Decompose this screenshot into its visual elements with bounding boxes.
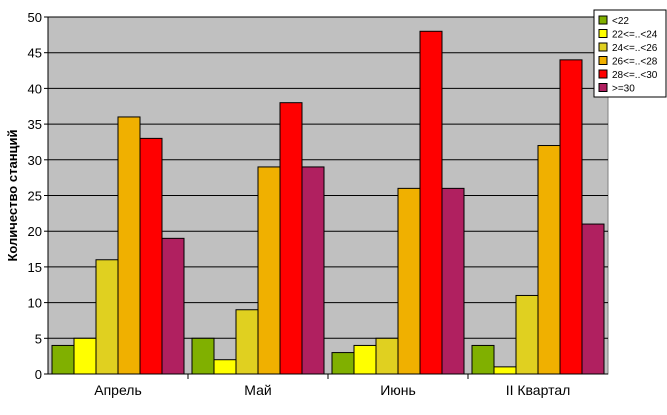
bar — [353, 344, 377, 375]
bar — [471, 344, 495, 375]
y-tick-label: 10 — [28, 296, 42, 311]
legend-label: 28<=..<30 — [612, 70, 658, 81]
bar — [301, 166, 325, 375]
bar — [279, 102, 303, 375]
y-tick-label: 15 — [28, 260, 42, 275]
legend-label: >=30 — [612, 84, 635, 95]
bar — [397, 187, 421, 375]
legend-label: 22<=..<24 — [612, 30, 658, 41]
bar — [191, 337, 215, 375]
legend: <22 22<=..<24 24<=..<26 26<=..<28 28<=..<30 >… — [593, 9, 667, 98]
x-category-label: II Квартал — [506, 382, 571, 398]
bar — [441, 187, 465, 375]
legend-label: <22 — [612, 16, 629, 27]
y-axis-label: Количество станций — [5, 129, 20, 261]
bar — [213, 359, 237, 375]
y-tick-label: 30 — [28, 153, 42, 168]
bar — [161, 237, 185, 375]
bar — [117, 116, 141, 375]
legend-label: 24<=..<26 — [612, 43, 658, 54]
bar — [51, 344, 75, 375]
y-tick-labels: 0 5 10 15 20 25 30 35 40 45 50 — [28, 10, 42, 382]
bar — [375, 337, 399, 375]
y-tick-label: 25 — [28, 189, 42, 204]
x-category-label: Апрель — [94, 382, 142, 398]
y-tick-label: 0 — [35, 367, 42, 382]
bars — [51, 30, 605, 375]
axes — [44, 16, 608, 379]
y-tick-label: 35 — [28, 117, 42, 132]
bar — [95, 259, 119, 375]
y-tick-label: 45 — [28, 46, 42, 61]
bar — [581, 223, 605, 375]
y-tick-label: 40 — [28, 81, 42, 96]
bar — [493, 366, 517, 375]
legend-label: 26<=..<28 — [612, 57, 658, 68]
bar — [235, 309, 259, 375]
y-tick-label: 5 — [35, 331, 42, 346]
x-category-labels: Апрель Май Июнь II Квартал — [94, 382, 570, 398]
legend-swatch — [598, 69, 608, 79]
legend-swatch — [598, 56, 608, 65]
legend-swatch — [598, 42, 608, 52]
bar — [331, 352, 355, 375]
bar — [537, 145, 561, 375]
bar — [515, 294, 539, 375]
bar — [257, 166, 281, 375]
bar — [139, 137, 163, 375]
y-tick-label: 50 — [28, 10, 42, 25]
x-category-label: Июнь — [380, 382, 416, 398]
bar — [559, 59, 583, 375]
legend-swatch — [598, 83, 608, 92]
x-category-label: Май — [244, 382, 271, 398]
legend-swatch — [598, 29, 608, 38]
bar — [73, 337, 97, 375]
y-tick-label: 20 — [28, 224, 42, 239]
legend-swatch — [598, 15, 608, 25]
bar — [419, 30, 443, 375]
